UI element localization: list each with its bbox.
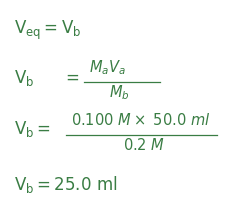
Text: $\mathrm{V_b}$: $\mathrm{V_b}$ (14, 68, 34, 88)
Text: $\mathrm{V_b = 25.0\ ml}$: $\mathrm{V_b = 25.0\ ml}$ (14, 174, 117, 195)
Text: $0.2\ M$: $0.2\ M$ (123, 137, 164, 153)
Text: $\mathrm{V_{eq} = V_b}$: $\mathrm{V_{eq} = V_b}$ (14, 19, 81, 42)
Text: $M_b$: $M_b$ (109, 83, 129, 102)
Text: $M_aV_a$: $M_aV_a$ (89, 59, 125, 77)
Text: $0.100\ M \times\ 50.0\ ml$: $0.100\ M \times\ 50.0\ ml$ (70, 112, 209, 128)
Text: $\mathrm{V_b =}$: $\mathrm{V_b =}$ (14, 119, 50, 139)
Text: $=$: $=$ (61, 68, 79, 86)
